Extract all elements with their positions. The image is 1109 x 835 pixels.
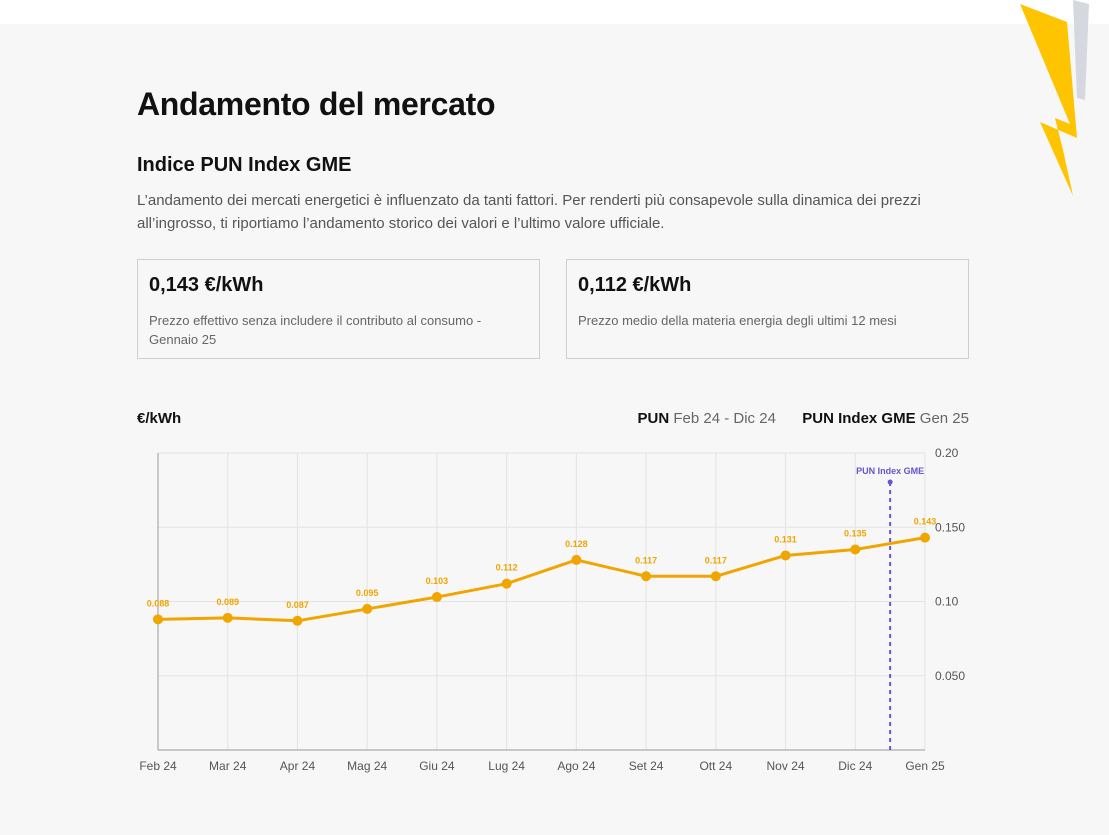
chart-legend: PUN Feb 24 - Dic 24 PUN Index GME Gen 25 bbox=[638, 410, 969, 427]
card-value: 0,112 €/kWh bbox=[578, 274, 692, 296]
data-point bbox=[153, 614, 163, 625]
y-axis-unit-label: €/kWh bbox=[137, 410, 182, 427]
pun-line-chart: 0.050 0.10 0.150 0.20 Feb 24 Mar 24 Apr 24 Mag … bbox=[139, 446, 965, 773]
legend-gme-name: PUN Index GME bbox=[802, 410, 916, 427]
data-label: 0.117 bbox=[705, 555, 727, 565]
data-label: 0.117 bbox=[635, 555, 657, 565]
data-point bbox=[780, 550, 791, 561]
data-label: 0.112 bbox=[496, 563, 518, 573]
data-label: 0.095 bbox=[356, 588, 379, 598]
data-point bbox=[292, 615, 303, 626]
y-tick-label: 0.10 bbox=[935, 595, 959, 609]
data-point bbox=[222, 612, 233, 623]
data-point bbox=[850, 544, 861, 555]
legend-pun-range: Feb 24 - Dic 24 bbox=[673, 410, 776, 427]
section-subtitle: Indice PUN Index GME bbox=[137, 154, 352, 176]
pun-index-marker-label: PUN Index GME bbox=[856, 466, 924, 476]
data-point bbox=[920, 532, 930, 543]
pun-index-marker-dot bbox=[887, 479, 893, 485]
price-card-current: 0,143 €/kWh Prezzo effettivo senza inclu… bbox=[137, 259, 540, 359]
card-description: Prezzo medio della materia energia degli… bbox=[578, 313, 897, 328]
page-background bbox=[0, 24, 1109, 835]
x-tick-label: Set 24 bbox=[629, 759, 664, 773]
x-tick-label: Feb 24 bbox=[139, 759, 177, 773]
data-point bbox=[431, 592, 442, 603]
data-point bbox=[501, 578, 512, 589]
lightning-bolt-icon bbox=[1020, 0, 1089, 196]
intro-text: L’andamento dei mercati energetici è inf… bbox=[137, 192, 921, 232]
card-value: 0,143 €/kWh bbox=[149, 274, 264, 296]
x-tick-label: Giu 24 bbox=[419, 759, 455, 773]
legend-pun-name: PUN bbox=[637, 410, 670, 427]
data-label: 0.088 bbox=[147, 598, 170, 608]
data-label: 0.089 bbox=[216, 597, 239, 607]
page-title: Andamento del mercato bbox=[137, 86, 496, 122]
y-tick-label: 0.050 bbox=[935, 669, 965, 683]
series-line-pun bbox=[157, 536, 926, 623]
x-tick-label: Lug 24 bbox=[488, 759, 525, 773]
x-tick-label: Gen 25 bbox=[905, 759, 945, 773]
price-card-average: 0,112 €/kWh Prezzo medio della materia e… bbox=[566, 259, 969, 359]
data-point bbox=[641, 571, 652, 582]
x-tick-label: Mar 24 bbox=[209, 759, 247, 773]
data-point bbox=[571, 554, 582, 565]
x-tick-label: Apr 24 bbox=[280, 759, 316, 773]
y-tick-label: 0.20 bbox=[935, 446, 959, 460]
x-tick-label: Dic 24 bbox=[838, 759, 872, 773]
x-tick-label: Nov 24 bbox=[767, 759, 805, 773]
x-tick-label: Mag 24 bbox=[347, 759, 387, 773]
card-description: Prezzo effettivo senza includere il cont… bbox=[149, 313, 482, 347]
data-label: 0.143 bbox=[914, 517, 937, 527]
x-tick-label: Ott 24 bbox=[699, 759, 732, 773]
data-label: 0.128 bbox=[565, 539, 588, 549]
data-label: 0.135 bbox=[844, 529, 867, 539]
data-point bbox=[710, 571, 721, 582]
x-tick-label: Ago 24 bbox=[557, 759, 595, 773]
legend-gme-range: Gen 25 bbox=[919, 410, 969, 427]
data-label: 0.103 bbox=[426, 576, 449, 586]
data-label: 0.131 bbox=[774, 534, 797, 544]
y-tick-label: 0.150 bbox=[935, 520, 965, 534]
data-point bbox=[362, 603, 373, 614]
data-label: 0.087 bbox=[286, 600, 309, 610]
